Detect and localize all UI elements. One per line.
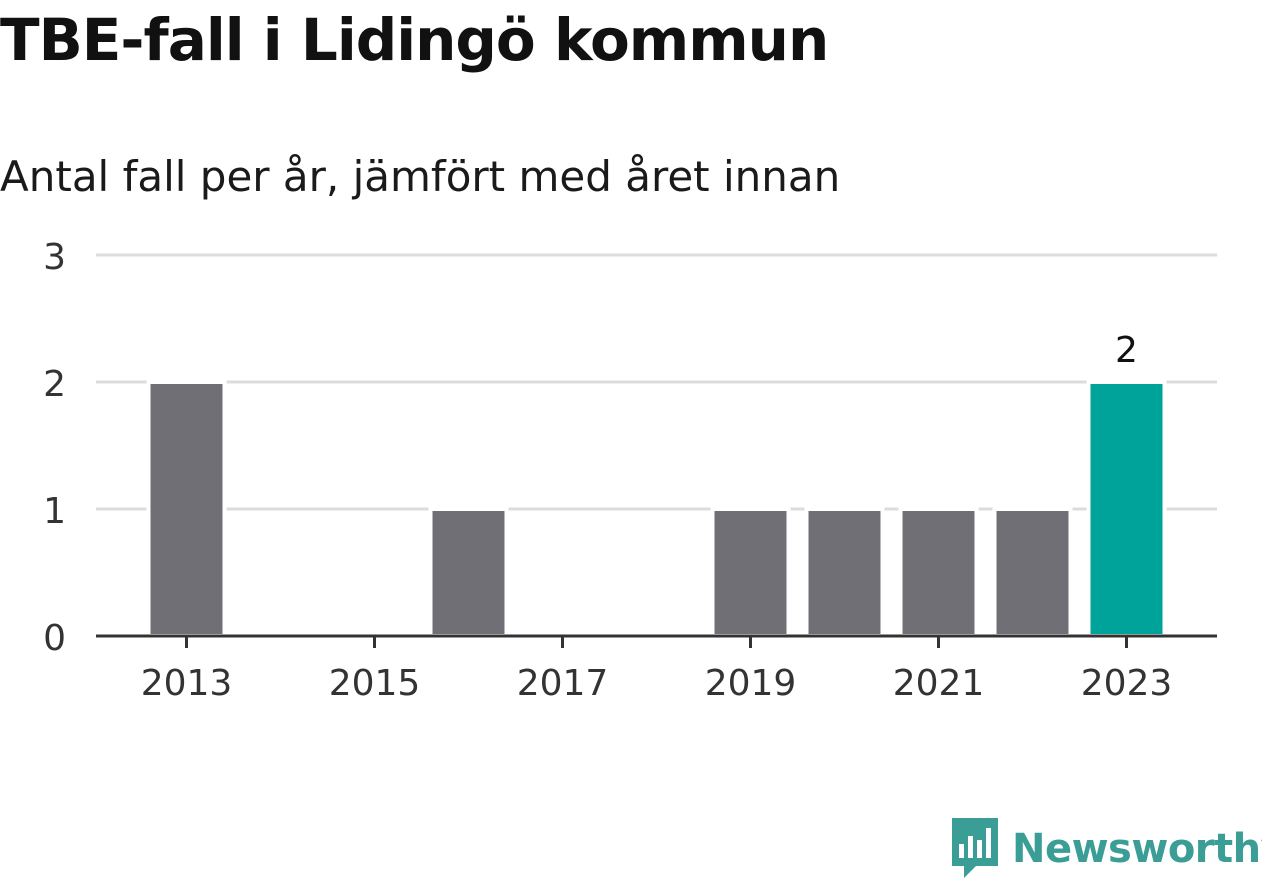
chart-title: TBE-fall i Lidingö kommun bbox=[0, 6, 829, 74]
bar-2019 bbox=[710, 507, 791, 638]
x-tick-label-2021: 2021 bbox=[893, 663, 985, 704]
bar-2016 bbox=[428, 507, 509, 638]
data-labels: 2 bbox=[1115, 330, 1138, 371]
chart-subtitle: Antal fall per år, jämfört med året inna… bbox=[0, 152, 841, 201]
x-tick-label-2023: 2023 bbox=[1081, 663, 1173, 704]
y-tick-label-0: 0 bbox=[43, 618, 66, 659]
bar-2023 bbox=[1086, 380, 1167, 638]
data-label-2023: 2 bbox=[1115, 330, 1138, 371]
bar-2013 bbox=[146, 380, 227, 638]
x-tick-label-2017: 2017 bbox=[517, 663, 609, 704]
newsworthy-logo: Newsworthy bbox=[950, 818, 1262, 880]
x-axis-labels: 2013 2015 2017 2019 2021 2023 bbox=[141, 663, 1173, 704]
x-axis bbox=[96, 634, 1217, 648]
newsworthy-logo-text: Newsworthy bbox=[1012, 826, 1262, 872]
bar-2020 bbox=[804, 507, 885, 638]
gridlines bbox=[96, 253, 1217, 511]
x-tick-label-2015: 2015 bbox=[329, 663, 421, 704]
y-tick-label-2: 2 bbox=[43, 364, 66, 405]
y-tick-label-3: 3 bbox=[43, 237, 66, 278]
x-tick-label-2013: 2013 bbox=[141, 663, 233, 704]
bars bbox=[146, 380, 1167, 638]
x-tick-label-2019: 2019 bbox=[705, 663, 797, 704]
bar-2022 bbox=[992, 507, 1073, 638]
newsworthy-logo-icon bbox=[952, 818, 998, 878]
y-tick-label-1: 1 bbox=[43, 491, 66, 532]
bar-2021 bbox=[898, 507, 979, 638]
y-axis-labels: 0 1 2 3 bbox=[43, 237, 66, 659]
